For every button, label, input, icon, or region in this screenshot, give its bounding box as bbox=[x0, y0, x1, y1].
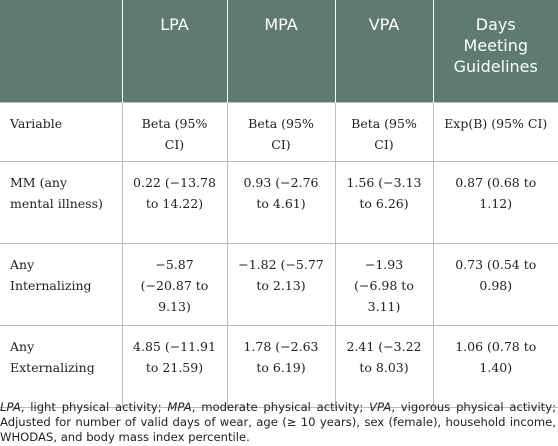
table-cell: 0.93 (−2.76 to 4.61) bbox=[226, 161, 336, 244]
table-cell: 0.22 (−13.78 to 14.22) bbox=[121, 161, 228, 244]
header-cell: VPA bbox=[334, 0, 433, 103]
table-cell: Any Internalizing bbox=[0, 243, 123, 326]
table-row: Variable Beta (95% CI) Beta (95% CI) Beta (… bbox=[0, 102, 558, 162]
footnote-text: MPA bbox=[167, 400, 192, 414]
table-cell: MM (any mental illness) bbox=[0, 161, 123, 244]
footnote-text: , vigorous physical activity; Adjusted f… bbox=[0, 400, 556, 444]
table-cell: Exp(B) (95% CI) bbox=[432, 102, 558, 162]
header-cell: MPA bbox=[226, 0, 335, 103]
table-cell: Beta (95% CI) bbox=[121, 102, 228, 162]
table-cell: 1.06 (0.78 to 1.40) bbox=[432, 325, 558, 408]
data-table: LPA MPA VPA Days Meeting Guidelines Variabl… bbox=[0, 0, 558, 408]
footnote-text: LPA bbox=[0, 400, 21, 414]
table-row: Any Internalizing −5.87 (−20.87 to 9.13) −… bbox=[0, 243, 558, 326]
header-row: LPA MPA VPA Days Meeting Guidelines bbox=[0, 0, 558, 103]
footnote: LPA, light physical activity; MPA, moder… bbox=[0, 400, 556, 445]
table-cell: −1.82 (−5.77 to 2.13) bbox=[226, 243, 336, 326]
table-cell: 2.41 (−3.22 to 8.03) bbox=[334, 325, 434, 408]
table-cell: 1.78 (−2.63 to 6.19) bbox=[226, 325, 336, 408]
footnote-text: , moderate physical activity; bbox=[191, 400, 370, 414]
table-cell: Beta (95% CI) bbox=[226, 102, 336, 162]
footnote-text: VPA bbox=[369, 400, 392, 414]
table-cell: Beta (95% CI) bbox=[334, 102, 434, 162]
table-cell: 4.85 (−11.91 to 21.59) bbox=[121, 325, 228, 408]
table-cell: 1.56 (−3.13 to 6.26) bbox=[334, 161, 434, 244]
table-cell: 0.87 (0.68 to 1.12) bbox=[432, 161, 558, 244]
table-row: MM (any mental illness) 0.22 (−13.78 to 1… bbox=[0, 161, 558, 244]
table-row: Any Externalizing 4.85 (−11.91 to 21.59) 1… bbox=[0, 325, 558, 408]
table-cell: Any Externalizing bbox=[0, 325, 123, 408]
table-cell: −1.93 (−6.98 to 3.11) bbox=[334, 243, 434, 326]
header-cell bbox=[0, 0, 122, 103]
table-cell: −5.87 (−20.87 to 9.13) bbox=[121, 243, 228, 326]
table-cell: Variable bbox=[0, 102, 123, 162]
header-cell: Days Meeting Guidelines bbox=[432, 0, 558, 103]
table-cell: 0.73 (0.54 to 0.98) bbox=[432, 243, 558, 326]
footnote-text: , light physical activity; bbox=[20, 400, 168, 414]
header-cell: LPA bbox=[121, 0, 227, 103]
